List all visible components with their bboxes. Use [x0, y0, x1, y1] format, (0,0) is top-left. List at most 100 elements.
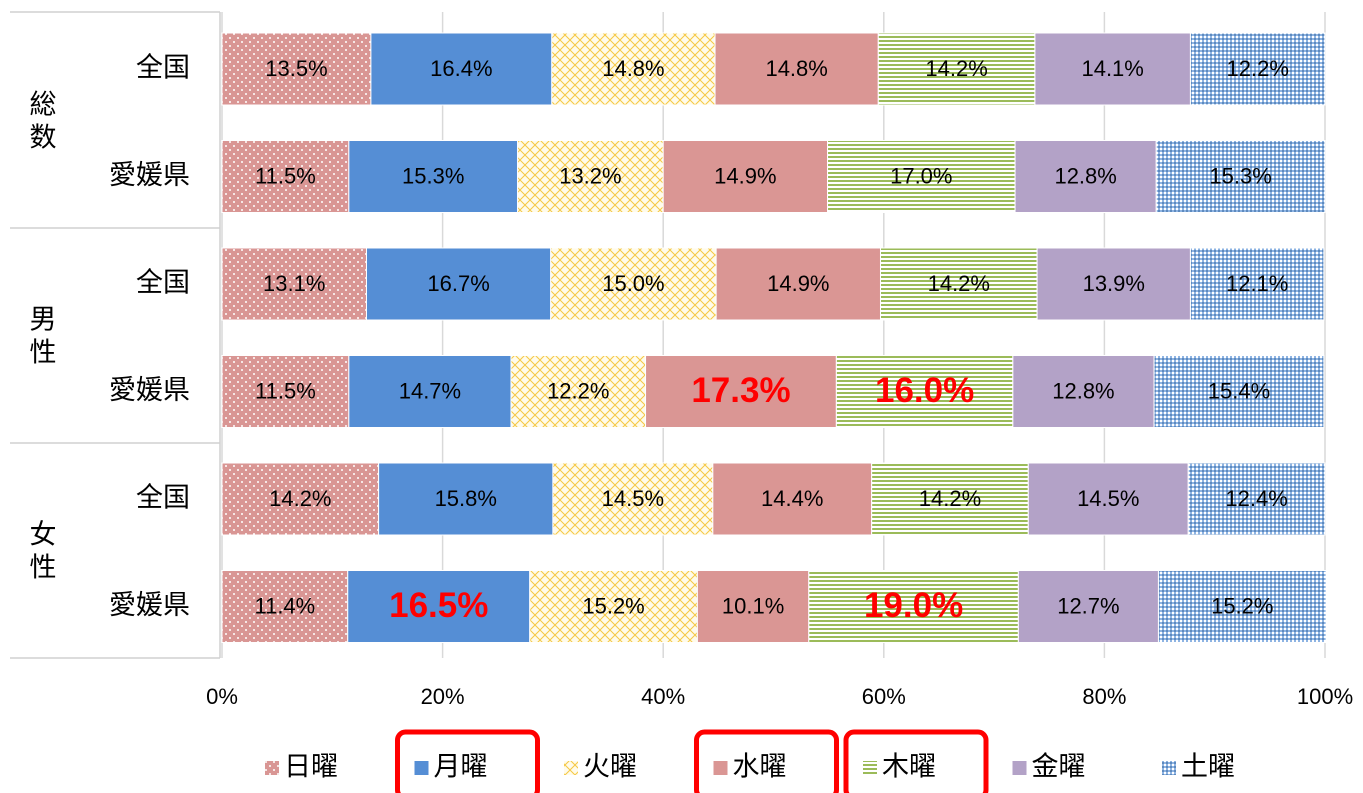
bar-segment	[835, 355, 1014, 428]
value-label: 14.5%	[1077, 486, 1139, 511]
bar-segment	[714, 32, 879, 106]
value-label: 13.9%	[1083, 271, 1145, 296]
value-label: 12.1%	[1226, 271, 1288, 296]
x-tick-label: 0%	[206, 684, 238, 709]
bar-segment	[348, 355, 512, 428]
legend-highlight	[694, 729, 839, 793]
x-tick-label: 20%	[421, 684, 465, 709]
legend-label: 日曜	[284, 752, 338, 783]
value-label: 15.2%	[582, 593, 644, 618]
value-label: 11.5%	[255, 378, 316, 403]
value-label: 14.8%	[602, 56, 664, 81]
category-label: 全国	[136, 53, 190, 84]
bar-segment	[1017, 570, 1159, 643]
bar-segment	[347, 570, 531, 643]
value-label: 10.1%	[722, 593, 784, 618]
legend-label: 金曜	[1032, 752, 1086, 783]
category-label: 愛媛県	[109, 375, 190, 406]
x-tick-label: 40%	[641, 684, 685, 709]
legend-swatch	[863, 761, 877, 775]
bar-segment	[808, 570, 1019, 643]
bar-segment	[1034, 32, 1191, 106]
legend-label: 木曜	[882, 752, 936, 783]
bar-segment	[517, 140, 664, 213]
bar-segment	[1189, 32, 1326, 106]
legend-swatch	[1162, 761, 1176, 775]
value-label: 16.0%	[875, 371, 974, 410]
x-tick-label: 100%	[1297, 684, 1353, 709]
value-label: 14.2%	[928, 271, 990, 296]
bar-segment	[696, 570, 810, 643]
category-label: 全国	[136, 483, 190, 514]
bar-segment	[662, 140, 829, 213]
bar-segment	[1187, 462, 1326, 536]
value-label: 16.7%	[427, 271, 489, 296]
value-label: 11.5%	[255, 163, 316, 188]
value-label: 12.4%	[1225, 486, 1287, 511]
value-label: 13.1%	[263, 271, 325, 296]
value-label: 14.4%	[761, 486, 823, 511]
bar-segment	[510, 355, 647, 428]
legend-highlight	[395, 729, 540, 793]
value-label: 12.8%	[1052, 378, 1114, 403]
bar-segment	[1153, 355, 1325, 428]
value-label: 12.2%	[547, 378, 609, 403]
legend-swatch	[713, 761, 728, 775]
bar-segment	[715, 247, 881, 321]
legend-swatch	[265, 761, 279, 775]
value-label: 12.2%	[1227, 56, 1289, 81]
value-label: 14.8%	[765, 56, 827, 81]
value-label: 16.5%	[389, 586, 488, 625]
bar-segment	[645, 355, 837, 428]
legend-swatch	[1012, 761, 1027, 775]
bar-segment	[378, 462, 554, 536]
bar-segment	[1157, 570, 1327, 643]
bar-segment	[827, 140, 1016, 213]
value-label: 14.2%	[919, 486, 981, 511]
value-label: 14.5%	[602, 486, 664, 511]
value-label: 14.9%	[714, 163, 776, 188]
legend-swatch	[414, 761, 429, 775]
value-label: 15.3%	[1209, 163, 1271, 188]
legend-label: 月曜	[434, 752, 488, 783]
bar-segment	[1155, 140, 1326, 213]
bar-segment	[221, 247, 367, 321]
bar-segment	[551, 32, 716, 106]
value-label: 13.5%	[265, 56, 327, 81]
bar-segment	[550, 247, 717, 321]
value-label: 15.0%	[602, 271, 664, 296]
x-tick-label: 60%	[862, 684, 906, 709]
bar-segment	[348, 140, 519, 213]
value-label: 15.2%	[1211, 593, 1273, 618]
group-label: 男性	[25, 305, 57, 371]
legend-swatch	[564, 761, 578, 775]
value-label: 15.3%	[402, 163, 464, 188]
group-label: 女性	[25, 520, 57, 586]
value-label: 12.7%	[1057, 593, 1119, 618]
bar-segment	[712, 462, 873, 536]
legend-highlight	[843, 729, 989, 793]
value-label: 19.0%	[864, 586, 963, 625]
bar-segment	[221, 355, 350, 428]
bar-segment	[1014, 140, 1157, 213]
value-label: 14.1%	[1081, 56, 1143, 81]
value-label: 15.8%	[435, 486, 497, 511]
value-label: 17.3%	[691, 371, 790, 410]
value-label: 14.2%	[925, 56, 987, 81]
bar-segment	[221, 32, 372, 106]
value-label: 14.2%	[269, 486, 331, 511]
bar-segment	[370, 32, 553, 106]
legend-label: 火曜	[583, 752, 637, 783]
category-label: 愛媛県	[109, 160, 190, 191]
bar-segment	[877, 32, 1036, 106]
bar-segment	[871, 462, 1029, 536]
value-label: 14.9%	[767, 271, 829, 296]
bar-segment	[879, 247, 1038, 321]
bar-segment	[365, 247, 552, 321]
group-label: 総数	[25, 90, 57, 156]
bar-segment	[221, 462, 380, 536]
bar-segment	[552, 462, 714, 536]
legend-label: 土曜	[1181, 752, 1235, 783]
bar-segment	[529, 570, 698, 643]
